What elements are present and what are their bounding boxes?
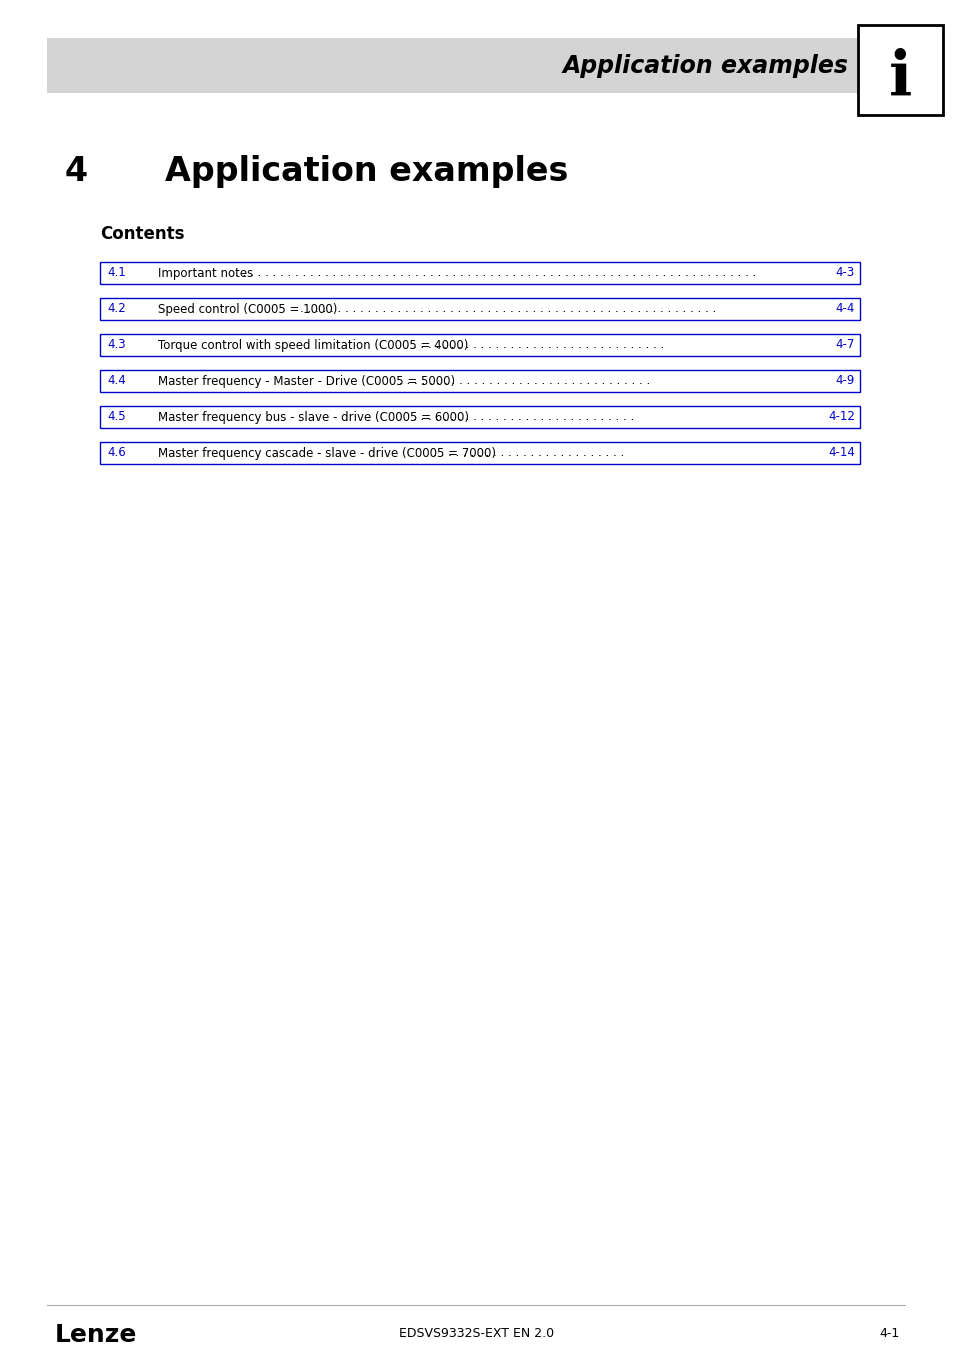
Text: Lenze: Lenze — [55, 1323, 137, 1347]
Text: Master frequency - Master - Drive (C0005 = 5000): Master frequency - Master - Drive (C0005… — [158, 374, 455, 387]
Bar — [857, 26, 942, 115]
Text: . . . . . . . . . . . . . . . . . . . . . . . . . . . . . . . . . . . . . . . . : . . . . . . . . . . . . . . . . . . . . … — [235, 266, 760, 279]
Text: Master frequency bus - slave - drive (C0005 = 6000): Master frequency bus - slave - drive (C0… — [158, 410, 469, 424]
Bar — [100, 298, 859, 320]
Text: Application examples: Application examples — [165, 155, 568, 188]
Text: EDSVS9332S-EXT EN 2.0: EDSVS9332S-EXT EN 2.0 — [399, 1327, 554, 1341]
Text: 4: 4 — [65, 155, 88, 188]
Text: . . . . . . . . . . . . . . . . . . . . . . . . . . . . . .: . . . . . . . . . . . . . . . . . . . . … — [413, 410, 638, 424]
Text: 4-9: 4-9 — [835, 374, 854, 387]
Bar — [100, 441, 859, 464]
Text: 4-1: 4-1 — [879, 1327, 899, 1341]
Text: 4-14: 4-14 — [827, 447, 854, 459]
Text: 4.4: 4.4 — [107, 374, 126, 387]
Text: Speed control (C0005 = 1000): Speed control (C0005 = 1000) — [158, 302, 337, 316]
Text: 4.2: 4.2 — [107, 302, 126, 316]
Text: Important notes: Important notes — [158, 266, 253, 279]
Text: 4-3: 4-3 — [835, 266, 854, 279]
Text: Contents: Contents — [100, 225, 184, 243]
Text: 4.3: 4.3 — [107, 339, 126, 351]
Bar — [100, 262, 859, 284]
Bar — [100, 406, 859, 428]
Text: Master frequency cascade - slave - drive (C0005 = 7000): Master frequency cascade - slave - drive… — [158, 447, 496, 459]
Text: . . . . . . . . . . . . . . . . . . . . . . . . . . . . . . . . . .: . . . . . . . . . . . . . . . . . . . . … — [398, 374, 653, 387]
Text: 4.6: 4.6 — [107, 447, 126, 459]
Text: 4.1: 4.1 — [107, 266, 126, 279]
Text: i: i — [888, 49, 911, 108]
Text: . . . . . . . . . . . . . . . . . . . . . . . . . . . . . . . . . . . . . . . . : . . . . . . . . . . . . . . . . . . . . … — [299, 302, 719, 316]
Text: 4-4: 4-4 — [835, 302, 854, 316]
Text: Torque control with speed limitation (C0005 = 4000): Torque control with speed limitation (C0… — [158, 339, 468, 351]
Bar — [100, 370, 859, 392]
Text: 4.5: 4.5 — [107, 410, 126, 424]
Text: . . . . . . . . . . . . . . . . . . . . . . . . . .: . . . . . . . . . . . . . . . . . . . . … — [433, 447, 628, 459]
Bar — [47, 38, 856, 93]
Text: 4-7: 4-7 — [835, 339, 854, 351]
Text: Application examples: Application examples — [562, 54, 848, 77]
Bar — [100, 333, 859, 356]
Text: . . . . . . . . . . . . . . . . . . . . . . . . . . . . . . . . . .: . . . . . . . . . . . . . . . . . . . . … — [413, 339, 668, 351]
Text: 4-12: 4-12 — [827, 410, 854, 424]
